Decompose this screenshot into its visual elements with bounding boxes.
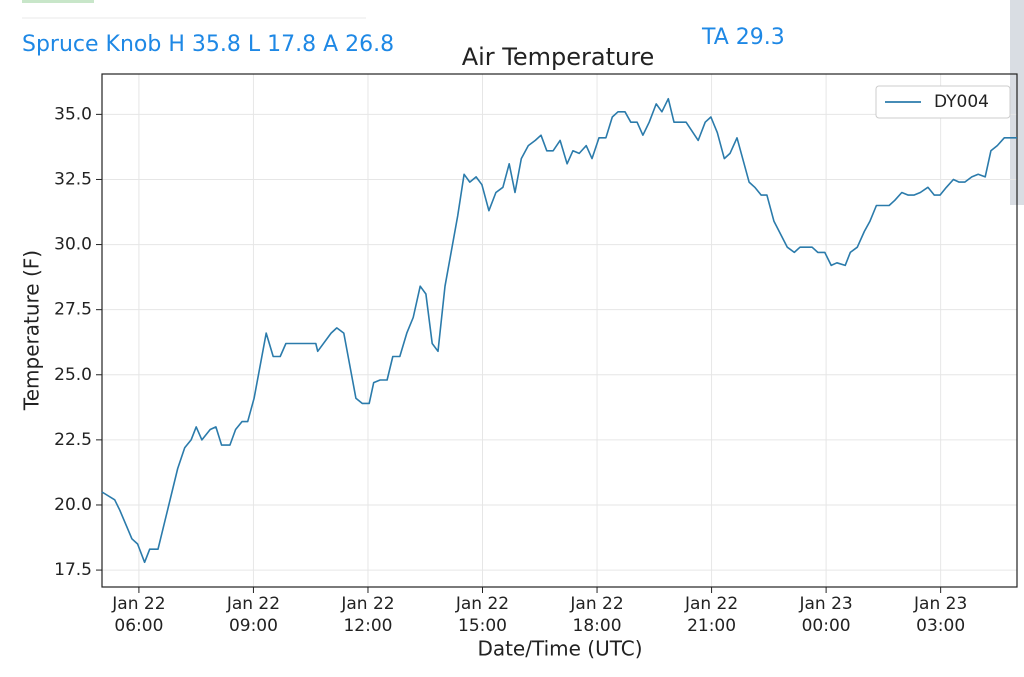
ta-value: TA 29.3 — [701, 25, 785, 50]
legend-label: DY004 — [934, 92, 989, 112]
y-tick-label: 17.5 — [54, 560, 92, 580]
tab-indicator — [22, 0, 94, 3]
y-tick-label: 25.0 — [54, 365, 92, 385]
x-tick-label: Jan 23 00:00 — [798, 594, 852, 636]
plot: 17.5 20.0 22.5 25.0 27.5 30.0 32.5 35.0 Jan 22 06… — [54, 73, 1018, 636]
y-axis-label: Temperature (F) — [20, 250, 44, 411]
x-tick-label: Jan 22 18:00 — [569, 594, 623, 636]
x-axis-label: Date/Time (UTC) — [477, 637, 642, 661]
plot-frame — [101, 73, 1018, 588]
data-line — [101, 97, 1017, 564]
x-tick-label: Jan 23 03:00 — [913, 594, 967, 636]
x-tick-label: Jan 22 21:00 — [684, 594, 738, 636]
x-tick-label: Jan 22 15:00 — [455, 594, 509, 636]
y-tick-label: 35.0 — [54, 104, 92, 124]
y-tick-label: 20.0 — [54, 495, 92, 515]
y-tick-label: 22.5 — [54, 430, 92, 450]
x-tick-label: Jan 22 12:00 — [340, 594, 394, 636]
x-tick-label: Jan 22 09:00 — [226, 594, 280, 636]
x-tick-label: Jan 22 06:00 — [111, 594, 165, 636]
chart-title: Air Temperature — [462, 43, 655, 71]
legend-box — [875, 85, 1011, 119]
y-tick-label: 32.5 — [54, 169, 92, 189]
y-tick-label: 27.5 — [54, 300, 92, 320]
station-summary: Spruce Knob H 35.8 L 17.8 A 26.8 — [22, 32, 394, 57]
grid — [102, 74, 1017, 587]
y-tick-label: 30.0 — [54, 235, 92, 255]
axes: 17.5 20.0 22.5 25.0 27.5 30.0 32.5 35.0 Jan 22 06… — [54, 73, 1018, 636]
